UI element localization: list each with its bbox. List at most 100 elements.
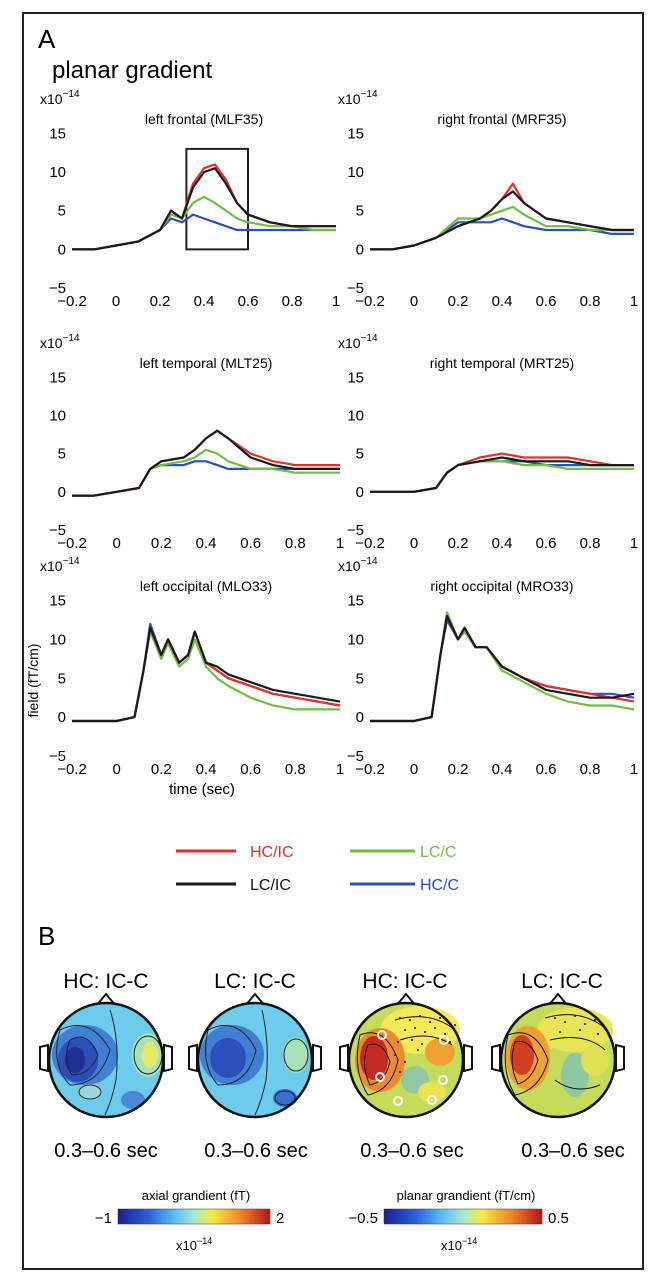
series-line-lc-ic	[370, 615, 635, 723]
y-tick-label: −5	[347, 748, 364, 765]
x-tick-label: 0.4	[492, 293, 513, 310]
series-line-lc-c	[370, 205, 634, 251]
y-axis-label: field (fT/cm)	[25, 644, 41, 718]
x-tick-label: −0.2	[355, 293, 385, 310]
series-line-lc-ic	[72, 429, 340, 497]
subplot-title: right occipital (MRO33)	[430, 578, 573, 594]
series-line-lc-ic	[72, 167, 336, 251]
series-line-hc-c	[72, 622, 341, 723]
y-exponent-label: x10−14	[338, 333, 378, 351]
x-tick-label: 0	[112, 761, 120, 778]
series-line-lc-c	[72, 195, 336, 251]
y-tick-label: 15	[347, 125, 364, 142]
colorbar-axial-label: axial grandient (fT)	[142, 1188, 250, 1203]
x-tick-label: 1	[630, 293, 638, 310]
colorbar-axial-max: 2	[276, 1210, 284, 1227]
panel-a-title: planar gradient	[52, 57, 212, 84]
x-tick-label: −0.2	[355, 535, 385, 552]
colorbar-planar-label: planar grandient (fT/cm)	[397, 1188, 536, 1203]
map-title-3: HC: IC-C	[362, 970, 447, 993]
panel-a-letter: A	[38, 24, 56, 54]
panel-b-letter: B	[38, 921, 55, 951]
colorbar-planar-scale: x10−14	[441, 1236, 477, 1253]
subplot-title: left temporal (MLT25)	[140, 355, 273, 371]
x-tick-label: 0.4	[196, 535, 217, 552]
y-exponent-label: x10−14	[40, 89, 80, 107]
y-tick-label: 5	[356, 670, 364, 687]
y-tick-label: 5	[58, 203, 66, 220]
topographic-maps: HC: IC-C LC: IC-C HC: IC-C LC: IC-C	[39, 970, 625, 1162]
y-exponent-label: x10−14	[338, 89, 378, 107]
y-tick-label: 5	[356, 203, 364, 220]
time-label-1: 0.3–0.6 sec	[54, 1140, 157, 1162]
x-tick-label: 0.6	[536, 761, 557, 778]
highlight-window	[185, 147, 249, 251]
x-tick-label: 0.8	[580, 293, 601, 310]
x-tick-label: 0.6	[240, 535, 261, 552]
head-map-axial-hc	[39, 992, 173, 1119]
colorbar-planar-min: −0.5	[348, 1210, 378, 1227]
series-line-hc-ic	[72, 163, 336, 251]
x-tick-label: 0.6	[238, 293, 259, 310]
x-tick-label: −0.2	[57, 293, 87, 310]
colorbar-planar-max: 0.5	[548, 1210, 569, 1227]
series-line-hc-ic	[370, 182, 634, 251]
subplot-title: right frontal (MRF35)	[437, 111, 566, 127]
legend-label-lc-ic: LC/IC	[250, 877, 291, 894]
y-tick-label: 15	[49, 593, 66, 610]
legend: HC/IC LC/C LC/IC HC/C	[176, 844, 459, 894]
series-line-lc-c	[72, 630, 340, 723]
time-label-3: 0.3–0.6 sec	[360, 1140, 463, 1162]
y-tick-label: 15	[49, 125, 66, 142]
x-tick-label: 0.4	[194, 293, 215, 310]
subplot-title: right temporal (MRT25)	[430, 355, 574, 371]
y-tick-label: −5	[49, 280, 66, 297]
x-tick-label: 0.4	[492, 761, 513, 778]
y-tick-label: 15	[347, 369, 364, 386]
map-title-1: HC: IC-C	[63, 970, 148, 993]
y-tick-label: 5	[58, 446, 66, 463]
series-line-hc-ic	[72, 626, 341, 723]
x-tick-label: 0	[410, 293, 418, 310]
legend-label-lc-c: LC/C	[420, 844, 456, 861]
y-tick-label: −5	[347, 280, 364, 297]
series-line-hc-ic	[370, 452, 634, 493]
x-tick-label: 0.6	[240, 761, 261, 778]
x-tick-label: 0.8	[580, 761, 601, 778]
time-label-4: 0.3–0.6 sec	[521, 1140, 624, 1162]
colorbar-axial-gradient	[117, 1208, 271, 1225]
x-tick-label: 0.8	[285, 761, 306, 778]
y-tick-label: 10	[347, 407, 364, 424]
series-line-hc-c	[370, 217, 634, 251]
x-tick-label: 1	[336, 535, 344, 552]
y-tick-label: 10	[49, 631, 66, 648]
x-tick-label: 0.4	[492, 535, 513, 552]
series-line-hc-c	[72, 460, 340, 497]
x-tick-label: 0.8	[282, 293, 303, 310]
x-tick-label: 1	[332, 293, 340, 310]
x-tick-label: 0.6	[536, 535, 557, 552]
y-tick-label: 0	[356, 709, 364, 726]
y-tick-label: 0	[356, 241, 364, 258]
x-tick-label: 0.8	[285, 535, 306, 552]
colorbar-axial: axial grandient (fT) −1 2 x10−14	[95, 1188, 284, 1253]
y-tick-label: 15	[49, 369, 66, 386]
x-tick-label: 0.2	[151, 761, 172, 778]
colorbar-axial-scale: x10−14	[176, 1236, 212, 1253]
y-tick-label: 0	[356, 484, 364, 501]
x-tick-label: 0.2	[448, 761, 469, 778]
x-tick-label: 0.6	[536, 293, 557, 310]
series-line-lc-c	[72, 448, 340, 497]
x-tick-label: 0.4	[196, 761, 217, 778]
subplot-title: left frontal (MLF35)	[145, 111, 263, 127]
x-tick-label: 0	[112, 293, 120, 310]
legend-label-hc-ic: HC/IC	[250, 844, 294, 861]
y-exponent-label: x10−14	[40, 333, 80, 351]
x-tick-label: 0.2	[448, 535, 469, 552]
x-tick-label: 1	[630, 761, 638, 778]
